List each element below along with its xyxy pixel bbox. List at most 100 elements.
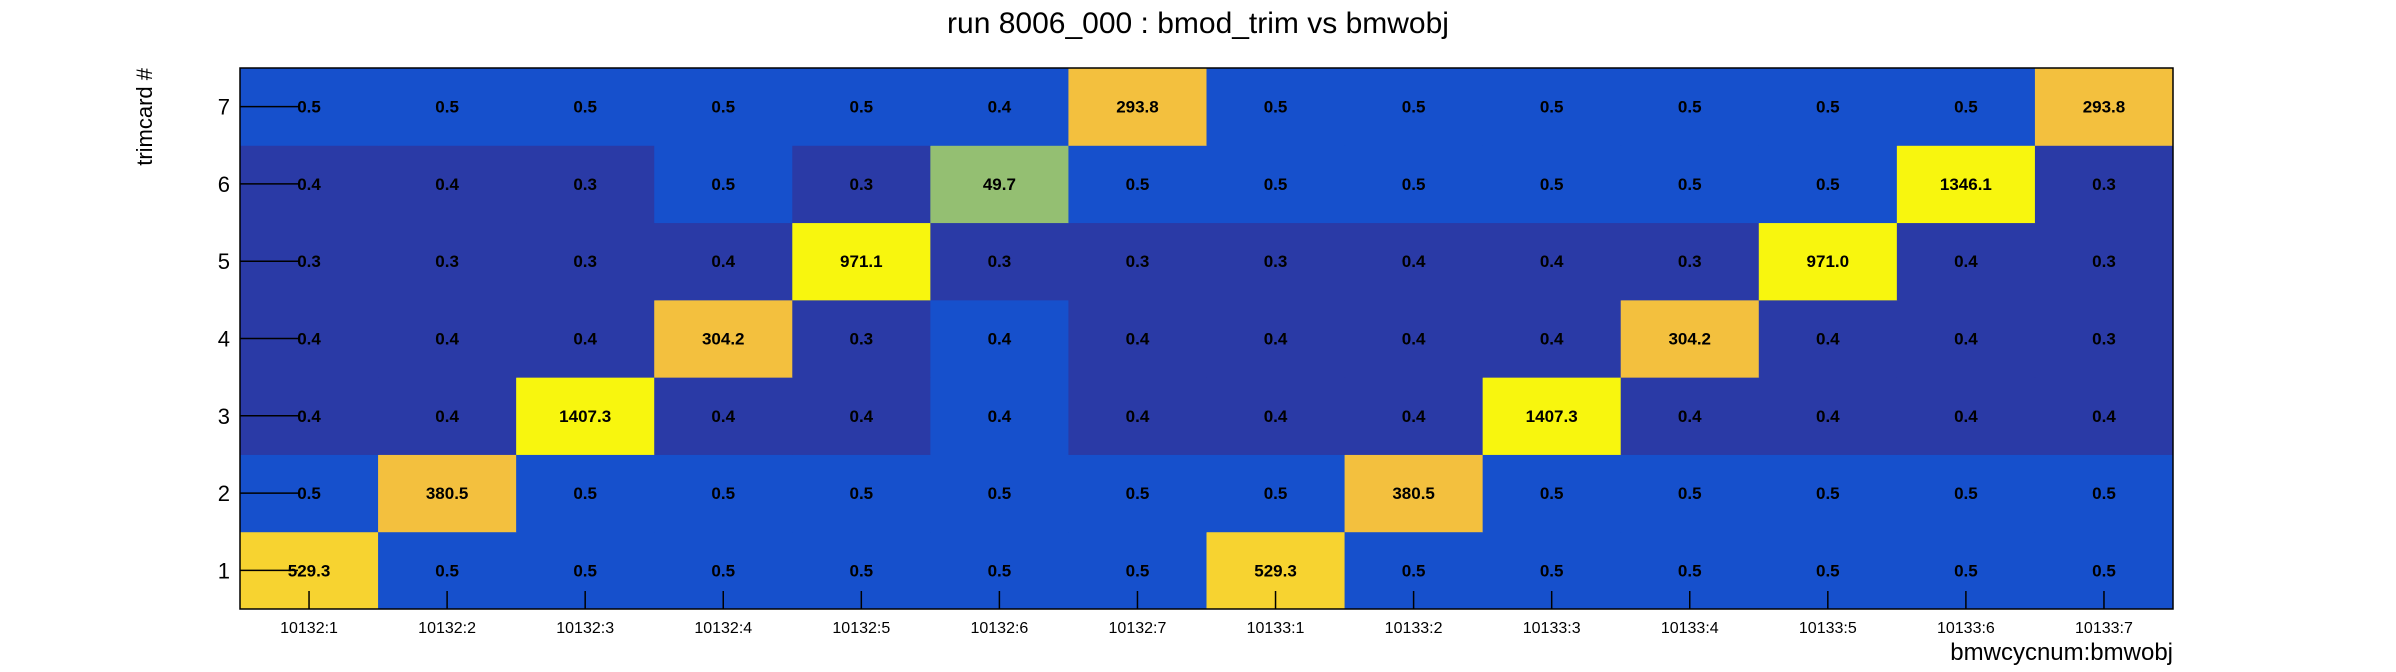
heatmap-cell	[516, 222, 655, 301]
heatmap-cell-label: 0.5	[1954, 484, 1978, 503]
heatmap-cell-label: 0.4	[988, 98, 1012, 117]
heatmap-cell-label: 1407.3	[559, 407, 611, 426]
heatmap-cell	[2034, 299, 2174, 378]
x-tick-label: 10132:7	[1109, 620, 1167, 637]
heatmap-cell-label: 0.5	[850, 561, 874, 580]
heatmap-cell	[654, 222, 793, 301]
heatmap-cell	[1206, 145, 1346, 224]
heatmap-cell-label: 0.5	[1264, 175, 1288, 194]
heatmap-cell	[1068, 377, 1207, 455]
heatmap-cell-label: 304.2	[1668, 330, 1711, 349]
heatmap-cell-label: 0.5	[1126, 484, 1150, 503]
heatmap-cell	[1620, 299, 1760, 378]
heatmap-cell	[1896, 68, 2036, 146]
x-tick-label: 10132:5	[832, 620, 890, 637]
x-tick-label: 10132:1	[280, 620, 338, 637]
heatmap-cell-label: 0.5	[1816, 561, 1840, 580]
heatmap-cell	[1758, 299, 1898, 378]
heatmap-cell	[516, 299, 655, 378]
x-tick-label: 10133:5	[1799, 620, 1857, 637]
heatmap-cell	[378, 299, 517, 378]
heatmap-cell-label: 1407.3	[1526, 407, 1578, 426]
heatmap-cell-label: 0.4	[435, 330, 459, 349]
heatmap-cell-label: 380.5	[1392, 484, 1435, 503]
heatmap-cell	[1206, 222, 1346, 301]
x-tick-label: 10133:4	[1661, 620, 1719, 637]
heatmap-cell	[792, 68, 931, 146]
heatmap-cell	[930, 377, 1069, 455]
heatmap-cell-label: 0.5	[711, 561, 735, 580]
heatmap-cell	[2034, 145, 2174, 224]
heatmap-cell-label: 0.4	[1264, 407, 1288, 426]
heatmap-cell	[378, 377, 517, 455]
x-tick-label: 10133:7	[2075, 620, 2133, 637]
heatmap-cell-label: 0.4	[1126, 407, 1150, 426]
heatmap-cell-label: 0.5	[988, 561, 1012, 580]
heatmap-cell	[1068, 68, 1207, 146]
heatmap-cell-label: 0.5	[297, 484, 321, 503]
heatmap-cell	[654, 454, 793, 533]
y-tick-label: 5	[218, 249, 230, 274]
heatmap-cell	[1896, 145, 2036, 224]
heatmap-cell-label: 0.5	[1126, 175, 1150, 194]
heatmap-cell	[930, 299, 1069, 378]
heatmap-cell-label: 293.8	[1116, 98, 1159, 117]
heatmap-cell	[1482, 222, 1622, 301]
y-tick-label: 7	[218, 95, 230, 120]
heatmap-cell-label: 304.2	[702, 330, 745, 349]
x-tick-label: 10132:2	[418, 620, 476, 637]
heatmap-cell	[1620, 145, 1760, 224]
heatmap-cell	[654, 145, 793, 224]
heatmap-cell-label: 0.3	[988, 252, 1012, 271]
heatmap-cell	[378, 454, 517, 533]
heatmap-cell-label: 0.4	[711, 252, 735, 271]
heatmap-cell-label: 0.4	[850, 407, 874, 426]
heatmap-cell	[2034, 68, 2174, 146]
heatmap-cell-label: 0.5	[1264, 98, 1288, 117]
heatmap-cell-label: 0.4	[2092, 407, 2116, 426]
heatmap-cell	[1896, 222, 2036, 301]
heatmap-cells	[240, 68, 2174, 610]
heatmap-cell-label: 0.4	[1678, 407, 1702, 426]
heatmap-cell	[1482, 299, 1622, 378]
heatmap-cell	[1758, 454, 1898, 533]
heatmap-cell-label: 0.3	[435, 252, 459, 271]
heatmap-cell-label: 0.4	[1954, 330, 1978, 349]
heatmap-cell-label: 0.3	[297, 252, 321, 271]
heatmap-cell-label: 0.3	[1678, 252, 1702, 271]
heatmap-cell-label: 0.5	[1678, 484, 1702, 503]
heatmap-cell-label: 0.4	[297, 407, 321, 426]
heatmap-cell-label: 0.4	[1264, 330, 1288, 349]
heatmap-cell-label: 0.3	[573, 252, 597, 271]
heatmap-cell-label: 0.5	[1678, 175, 1702, 194]
chart-title: run 8006_000 : bmod_trim vs bmwobj	[947, 7, 1449, 40]
heatmap-cell	[930, 222, 1069, 301]
heatmap-cell-label: 0.4	[573, 330, 597, 349]
heatmap-cell-label: 0.4	[1540, 252, 1564, 271]
heatmap-cell	[2034, 222, 2174, 301]
y-tick-label: 3	[218, 404, 230, 429]
heatmap-cell-labels: 529.3 0.5 0.5 0.5 0.5 0.5 0.5 529.3 0.5 0.5 0.5 0.5…	[288, 98, 2125, 581]
heatmap-cell-label: 0.3	[2092, 175, 2116, 194]
heatmap-cell	[930, 454, 1069, 533]
heatmap-cell	[654, 299, 793, 378]
heatmap-cell-label: 0.5	[435, 561, 459, 580]
heatmap-cell	[1344, 222, 1484, 301]
heatmap-cell	[1620, 377, 1760, 455]
x-tick-label: 10132:3	[556, 620, 614, 637]
heatmap-cell	[1482, 454, 1622, 533]
heatmap-cell-label: 0.3	[1264, 252, 1288, 271]
heatmap-cell-label: 1346.1	[1940, 175, 1992, 194]
heatmap-cell-label: 0.4	[711, 407, 735, 426]
heatmap-cell	[1206, 377, 1346, 455]
heatmap-cell-label: 0.5	[2092, 561, 2116, 580]
heatmap-cell-label: 0.4	[297, 175, 321, 194]
heatmap-cell	[1482, 377, 1622, 455]
heatmap-cell-label: 0.3	[573, 175, 597, 194]
heatmap-cell	[1896, 454, 2036, 533]
heatmap-cell-label: 971.1	[840, 252, 883, 271]
heatmap-cell-label: 0.4	[1402, 407, 1426, 426]
heatmap-cell-label: 0.4	[435, 407, 459, 426]
heatmap-cell	[1068, 454, 1207, 533]
